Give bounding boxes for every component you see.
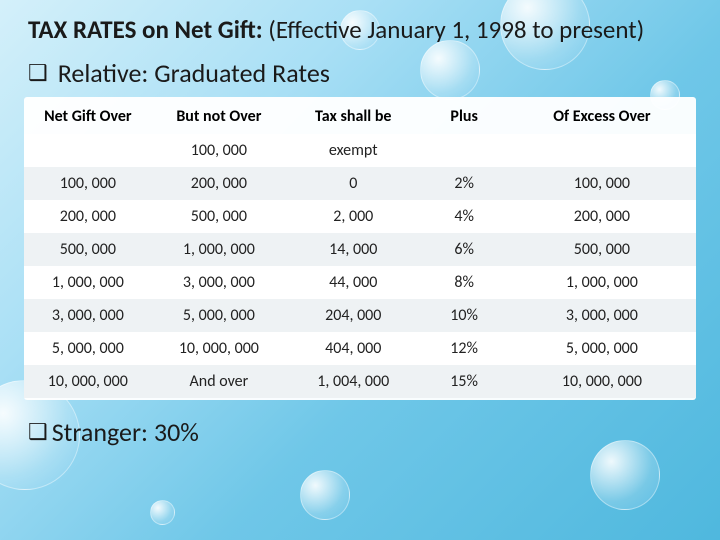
table-row: 100, 000exempt: [24, 134, 696, 167]
table-cell: 1, 004, 000: [286, 365, 420, 398]
slide-content: TAX RATES on Net Gift: (Effective Januar…: [0, 0, 720, 448]
col-header: But not Over: [152, 101, 286, 134]
table-cell: 12%: [420, 332, 507, 365]
table-cell: 1, 000, 000: [152, 233, 286, 266]
col-header: Plus: [420, 101, 507, 134]
table-cell: 15%: [420, 365, 507, 398]
table-cell: 10, 000, 000: [24, 365, 152, 398]
table-cell: 100, 000: [24, 167, 152, 200]
relative-bullet: ❑ Relative: Graduated Rates: [28, 57, 700, 89]
table-row: 500, 0001, 000, 00014, 0006%500, 000: [24, 233, 696, 266]
table-cell: 200, 000: [508, 200, 696, 233]
table-cell: 500, 000: [152, 200, 286, 233]
table-cell: 3, 000, 000: [24, 299, 152, 332]
table-cell: 2%: [420, 167, 507, 200]
table-row: 5, 000, 00010, 000, 000404, 00012%5, 000…: [24, 332, 696, 365]
col-header: Of Excess Over: [508, 101, 696, 134]
table-row: 1, 000, 0003, 000, 00044, 0008%1, 000, 0…: [24, 266, 696, 299]
table-cell: [420, 134, 507, 167]
table-cell: 500, 000: [508, 233, 696, 266]
table-cell: 500, 000: [24, 233, 152, 266]
slide-title: TAX RATES on Net Gift: (Effective Januar…: [28, 14, 700, 45]
table-cell: 100, 000: [508, 167, 696, 200]
table-cell: 10%: [420, 299, 507, 332]
square-bullet-icon: ❑: [28, 421, 48, 443]
rates-table: Net Gift Over But not Over Tax shall be …: [24, 101, 696, 398]
col-header: Net Gift Over: [24, 101, 152, 134]
table-cell: [508, 134, 696, 167]
table-cell: 100, 000: [152, 134, 286, 167]
table-row: 3, 000, 0005, 000, 000204, 00010%3, 000,…: [24, 299, 696, 332]
relative-text: Relative: Graduated Rates: [58, 57, 330, 89]
table-cell: 5, 000, 000: [152, 299, 286, 332]
table-cell: 6%: [420, 233, 507, 266]
table-cell: 1, 000, 000: [24, 266, 152, 299]
table-cell: 4%: [420, 200, 507, 233]
table-cell: 0: [286, 167, 420, 200]
title-strong: TAX RATES on Net Gift:: [28, 14, 263, 45]
table-cell: [24, 134, 152, 167]
table-cell: 10, 000, 000: [508, 365, 696, 398]
stranger-text: Stranger: 30%: [52, 416, 199, 448]
table-cell: 200, 000: [24, 200, 152, 233]
table-row: 10, 000, 000And over1, 004, 00015%10, 00…: [24, 365, 696, 398]
table-cell: 3, 000, 000: [508, 299, 696, 332]
table-cell: 2, 000: [286, 200, 420, 233]
table-cell: 1, 000, 000: [508, 266, 696, 299]
table-cell: 5, 000, 000: [24, 332, 152, 365]
square-bullet-icon: ❑: [28, 62, 48, 84]
table-cell: exempt: [286, 134, 420, 167]
table-cell: 404, 000: [286, 332, 420, 365]
table-cell: And over: [152, 365, 286, 398]
table-cell: 44, 000: [286, 266, 420, 299]
col-header: Tax shall be: [286, 101, 420, 134]
stranger-bullet: ❑ Stranger: 30%: [28, 416, 700, 448]
table-cell: 14, 000: [286, 233, 420, 266]
table-cell: 5, 000, 000: [508, 332, 696, 365]
title-rest: (Effective January 1, 1998 to present): [263, 14, 645, 45]
table-cell: 10, 000, 000: [152, 332, 286, 365]
table-cell: 200, 000: [152, 167, 286, 200]
table-row: 200, 000500, 0002, 0004%200, 000: [24, 200, 696, 233]
rates-table-container: Net Gift Over But not Over Tax shall be …: [24, 97, 696, 400]
table-row: 100, 000200, 00002%100, 000: [24, 167, 696, 200]
table-header-row: Net Gift Over But not Over Tax shall be …: [24, 101, 696, 134]
table-cell: 8%: [420, 266, 507, 299]
table-cell: 3, 000, 000: [152, 266, 286, 299]
table-cell: 204, 000: [286, 299, 420, 332]
